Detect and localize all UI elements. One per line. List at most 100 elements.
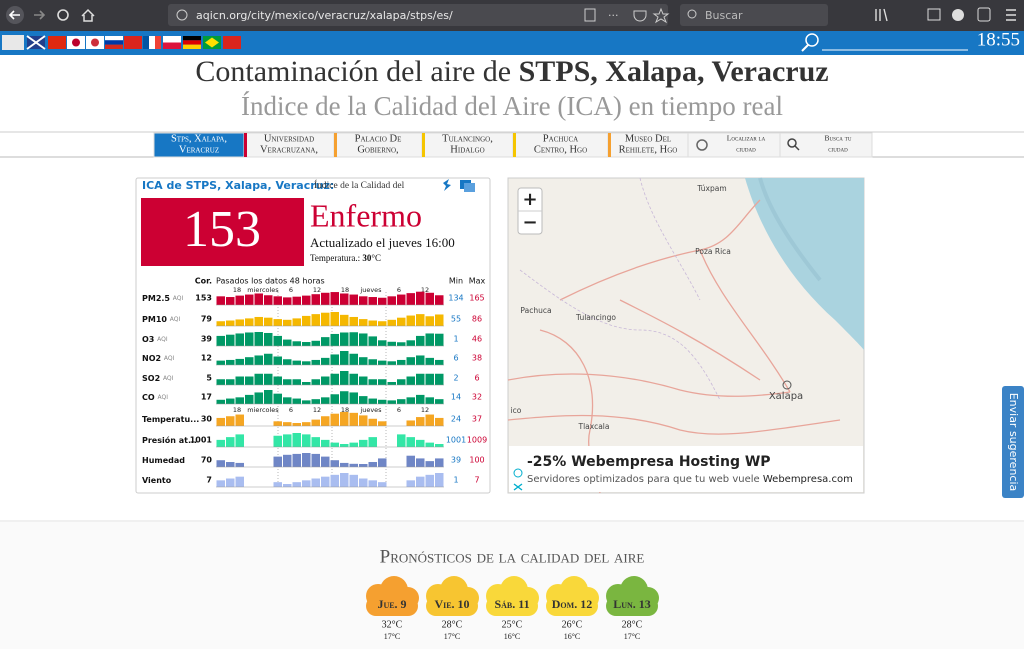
feedback-tab[interactable] [1002,386,1024,498]
flag[interactable] [48,36,66,49]
forward-button[interactable] [34,10,46,20]
zoom-in[interactable]: + [522,189,537,210]
ad-info-icon[interactable] [513,468,523,478]
row-current: 17 [201,393,212,402]
temperature-line: Temperatura.: 30°C [310,253,381,263]
history-bar [283,454,292,467]
nav-tab[interactable] [607,132,689,158]
history-bar [387,341,396,346]
history-bar [387,296,396,305]
nav-tab-line2: Hidalgo [450,144,484,155]
history-bar [330,373,339,385]
row-label: PM10 [142,315,167,324]
history-bar [302,295,311,305]
bookmark-star[interactable] [652,7,670,24]
share-icon[interactable] [443,179,451,191]
history-bar [321,397,330,404]
col-current: Cor. [195,277,212,286]
row-name: CO AQI [142,393,168,402]
pocket-icon[interactable] [633,10,647,22]
flag[interactable] [143,36,149,49]
history-bar [387,382,396,385]
row-name: SO2 AQI [142,374,174,383]
history-bar [302,315,311,326]
temperature-label: Temperatura.: [310,253,360,263]
forecast-cloud-base [366,596,418,616]
time-label: 12 [313,406,321,414]
forecast-day: Lun. 13 28°C 17°C [606,576,659,641]
map-borders [519,177,721,401]
history-bar [302,361,311,365]
flag[interactable] [2,35,24,50]
history-bar [226,416,235,426]
nav-tab[interactable] [779,132,873,158]
nav-tab-line1: Museo Del [625,133,671,144]
history-bar [425,357,434,365]
forecast-day: Dom. 12 26°C 16°C [546,576,599,641]
history-bar [311,453,320,467]
ad-close[interactable] [513,483,523,491]
history-bar [283,379,292,385]
time-label: miercoles [247,406,279,414]
history-bar [340,412,349,426]
flag[interactable] [124,36,142,49]
search-icon [787,138,797,148]
history-bar [349,316,358,326]
history-bar [330,312,339,326]
library-icon[interactable] [875,8,888,22]
menu-dots[interactable]: ··· [608,9,619,22]
history-bar [226,462,235,467]
history-bar [283,359,292,365]
station-marker[interactable] [782,380,792,390]
site-search-icon[interactable] [805,33,819,47]
flag[interactable] [183,36,201,41]
history-bar [397,294,406,305]
row-min: 55 [451,315,461,324]
zoom-out[interactable]: − [522,212,537,233]
history-bar [216,379,225,385]
row-max: 86 [472,315,482,324]
station-link[interactable]: ICA de STPS, Xalapa, Veracruz: [142,179,334,192]
history-bar [416,335,425,346]
aqi-status: Enfermo [310,197,422,233]
history-bar [368,359,377,365]
ad-domain[interactable]: Webempresa.com [763,474,853,485]
history-bar [416,394,425,404]
nav-tab[interactable] [153,132,245,158]
history-bar [435,295,444,305]
hamburger-menu[interactable] [1006,9,1016,21]
history-bar [235,319,244,326]
reader-icon[interactable] [584,8,596,22]
row-name: NO2 AQI [142,354,175,363]
flag[interactable] [223,36,241,49]
reload-button[interactable] [57,9,69,21]
flag-stripe [183,40,201,45]
url-bar[interactable] [168,4,668,26]
history-bar [368,320,377,326]
history-bar [311,419,320,426]
extension-icon[interactable] [952,9,964,21]
forecast-low: 17°C [624,632,641,641]
ad-box[interactable] [509,446,863,492]
home-button[interactable] [81,8,95,22]
history-bar [387,400,396,404]
forecast-high: 32°C [382,619,403,630]
history-bar [349,373,358,385]
map-labels: Túxpam Poza Rica Pachuca Tulancingo Xalapa Tl… [511,184,804,431]
aqi-value: 153 [183,201,261,258]
flag[interactable] [105,36,123,41]
history-bar [254,293,263,305]
clock: 18:55 [977,29,1020,50]
flag[interactable] [163,36,181,43]
history-bar [226,359,235,365]
history-bar [311,379,320,385]
row-min: 1 [453,476,458,485]
search-bar[interactable] [680,4,828,26]
extension-icon-2[interactable] [977,7,991,22]
nav-tab-line2: Centro, Hgo [534,144,587,155]
history-bar [349,332,358,346]
history-bar [387,319,396,326]
history-bar [416,417,425,426]
ad-title[interactable]: -25% Webempresa Hosting WP [527,454,771,470]
sidebar-icon[interactable] [927,8,941,21]
